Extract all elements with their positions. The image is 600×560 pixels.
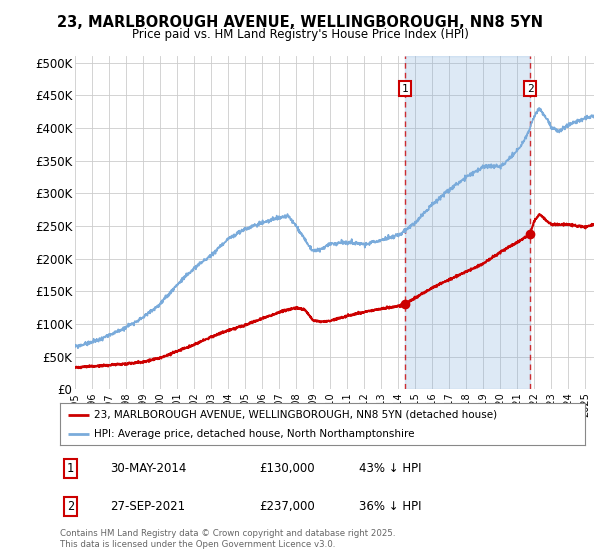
Text: £237,000: £237,000 xyxy=(260,500,315,512)
Text: 30-MAY-2014: 30-MAY-2014 xyxy=(110,462,186,475)
Text: 27-SEP-2021: 27-SEP-2021 xyxy=(110,500,185,512)
Text: 2: 2 xyxy=(527,83,533,94)
Text: Price paid vs. HM Land Registry's House Price Index (HPI): Price paid vs. HM Land Registry's House … xyxy=(131,28,469,41)
Text: £130,000: £130,000 xyxy=(260,462,315,475)
Text: Contains HM Land Registry data © Crown copyright and database right 2025.
This d: Contains HM Land Registry data © Crown c… xyxy=(60,529,395,549)
Bar xyxy=(405,56,530,389)
Text: 43% ↓ HPI: 43% ↓ HPI xyxy=(359,462,422,475)
Text: 36% ↓ HPI: 36% ↓ HPI xyxy=(359,500,422,512)
Text: 1: 1 xyxy=(67,462,74,475)
Text: 23, MARLBOROUGH AVENUE, WELLINGBOROUGH, NN8 5YN (detached house): 23, MARLBOROUGH AVENUE, WELLINGBOROUGH, … xyxy=(94,409,497,419)
Text: 23, MARLBOROUGH AVENUE, WELLINGBOROUGH, NN8 5YN: 23, MARLBOROUGH AVENUE, WELLINGBOROUGH, … xyxy=(57,15,543,30)
Text: 1: 1 xyxy=(402,83,409,94)
Text: 2: 2 xyxy=(67,500,74,512)
Text: HPI: Average price, detached house, North Northamptonshire: HPI: Average price, detached house, Nort… xyxy=(94,429,415,439)
